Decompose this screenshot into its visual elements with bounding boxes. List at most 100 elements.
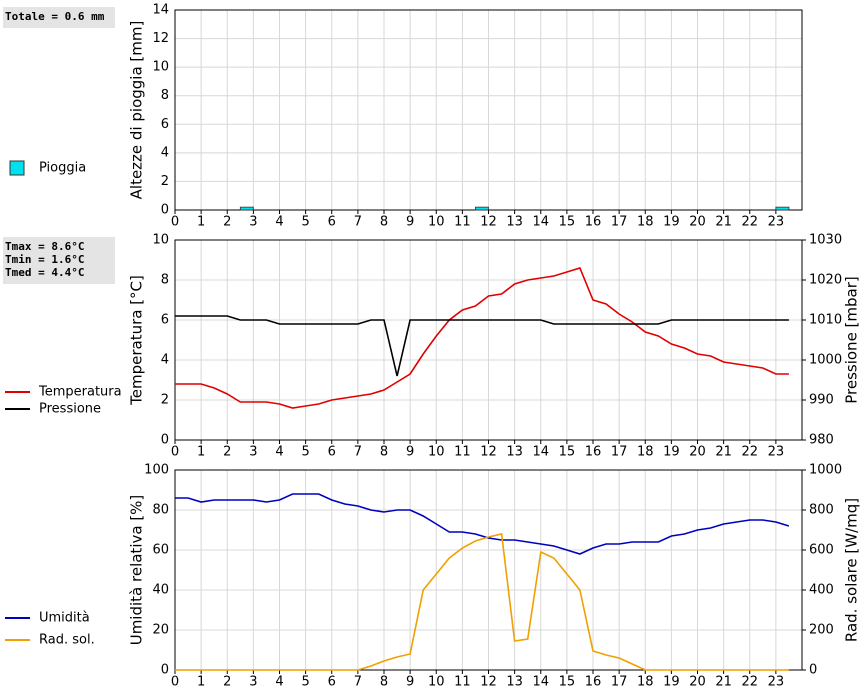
x-tick-label: 5	[301, 675, 309, 690]
x-tick-label: 7	[354, 445, 362, 460]
y-tick-label: 4	[161, 353, 169, 368]
y2-tick-label: 800	[809, 503, 834, 518]
x-tick-label: 7	[354, 675, 362, 690]
y-tick-label: 6	[161, 313, 169, 328]
annotation-box	[3, 7, 115, 28]
legend-label: Temperatura	[38, 385, 122, 400]
x-tick-label: 6	[328, 215, 336, 230]
x-tick-label: 13	[506, 215, 523, 230]
y-tick-label: 4	[161, 145, 169, 160]
x-tick-label: 7	[354, 215, 362, 230]
x-tick-label: 22	[741, 445, 758, 460]
x-tick-label: 23	[768, 675, 785, 690]
x-tick-label: 20	[689, 675, 706, 690]
y2-axis-label: Pressione [mbar]	[843, 276, 860, 404]
x-tick-label: 20	[689, 215, 706, 230]
x-tick-label: 2	[223, 445, 231, 460]
y2-tick-label: 990	[809, 393, 834, 408]
y2-tick-label: 200	[809, 623, 834, 638]
x-tick-label: 19	[663, 215, 680, 230]
x-tick-label: 16	[585, 215, 602, 230]
x-tick-label: 12	[480, 445, 497, 460]
plot-frame	[174, 469, 803, 671]
bar	[239, 206, 254, 211]
x-tick-label: 12	[480, 215, 497, 230]
x-tick-label: 22	[741, 675, 758, 690]
y2-tick-label: 1020	[809, 273, 842, 288]
y-tick-label: 6	[161, 117, 169, 132]
x-tick-label: 18	[637, 215, 654, 230]
x-tick-label: 16	[585, 445, 602, 460]
x-tick-label: 18	[637, 675, 654, 690]
annotation: Tmed = 4.4°C	[5, 266, 84, 279]
x-tick-label: 17	[611, 675, 628, 690]
x-tick-label: 10	[428, 445, 445, 460]
y2-tick-label: 1010	[809, 313, 842, 328]
x-tick-label: 11	[454, 675, 471, 690]
x-tick-label: 18	[637, 445, 654, 460]
x-tick-label: 3	[249, 445, 257, 460]
y-tick-label: 14	[152, 3, 169, 18]
x-tick-label: 14	[532, 215, 549, 230]
bar	[775, 206, 790, 211]
x-tick-label: 22	[741, 215, 758, 230]
legend-swatch	[9, 160, 25, 176]
y2-tick-label: 0	[809, 663, 817, 678]
y-tick-label: 40	[152, 583, 169, 598]
annotation: Tmax = 8.6°C	[5, 240, 84, 253]
legend-label: Pressione	[39, 402, 101, 417]
x-tick-label: 0	[171, 675, 179, 690]
x-tick-label: 17	[611, 215, 628, 230]
y2-axis-label: Rad. solare [W/mq]	[843, 498, 860, 642]
y-tick-label: 20	[152, 623, 169, 638]
x-tick-label: 19	[663, 675, 680, 690]
y-tick-label: 10	[152, 233, 169, 248]
x-tick-label: 10	[428, 215, 445, 230]
x-tick-label: 10	[428, 675, 445, 690]
line-series	[175, 267, 789, 409]
x-tick-label: 2	[223, 215, 231, 230]
x-tick-label: 20	[689, 445, 706, 460]
x-tick-label: 0	[171, 445, 179, 460]
y-tick-label: 0	[161, 203, 169, 218]
x-tick-label: 6	[328, 675, 336, 690]
y-tick-label: 2	[161, 174, 169, 189]
line-series	[175, 493, 790, 555]
x-tick-label: 5	[301, 445, 309, 460]
x-tick-label: 8	[380, 445, 388, 460]
y2-tick-label: 400	[809, 583, 834, 598]
y-tick-label: 8	[161, 88, 169, 103]
y-tick-label: 8	[161, 273, 169, 288]
x-tick-label: 23	[768, 445, 785, 460]
x-tick-label: 9	[406, 215, 414, 230]
bar	[475, 206, 489, 211]
x-tick-label: 1	[197, 675, 205, 690]
x-tick-label: 9	[406, 675, 414, 690]
y2-tick-label: 1000	[809, 353, 842, 368]
x-tick-label: 8	[380, 675, 388, 690]
y-axis-label: Temperatura [°C]	[128, 275, 146, 406]
y-tick-label: 2	[161, 393, 169, 408]
y-tick-label: 100	[144, 463, 169, 478]
legend-label: Rad. sol.	[39, 633, 95, 648]
y-tick-label: 0	[161, 663, 169, 678]
line-series	[175, 533, 789, 671]
y2-tick-label: 600	[809, 543, 834, 558]
y2-tick-label: 980	[809, 433, 834, 448]
x-tick-label: 23	[768, 215, 785, 230]
y-axis-label: Altezze di pioggia [mm]	[128, 21, 146, 200]
x-tick-label: 13	[506, 445, 523, 460]
x-tick-label: 17	[611, 445, 628, 460]
x-tick-label: 12	[480, 675, 497, 690]
y-axis-label: Umidità relativa [%]	[128, 495, 146, 646]
y-tick-label: 10	[152, 60, 169, 75]
x-tick-label: 15	[559, 675, 576, 690]
x-tick-label: 11	[454, 445, 471, 460]
plot-frame	[174, 239, 803, 441]
y-tick-label: 0	[161, 433, 169, 448]
legend-label: Umidità	[39, 611, 90, 626]
x-tick-label: 5	[301, 215, 309, 230]
y-tick-label: 12	[152, 31, 169, 46]
x-tick-label: 9	[406, 445, 414, 460]
x-tick-label: 13	[506, 675, 523, 690]
